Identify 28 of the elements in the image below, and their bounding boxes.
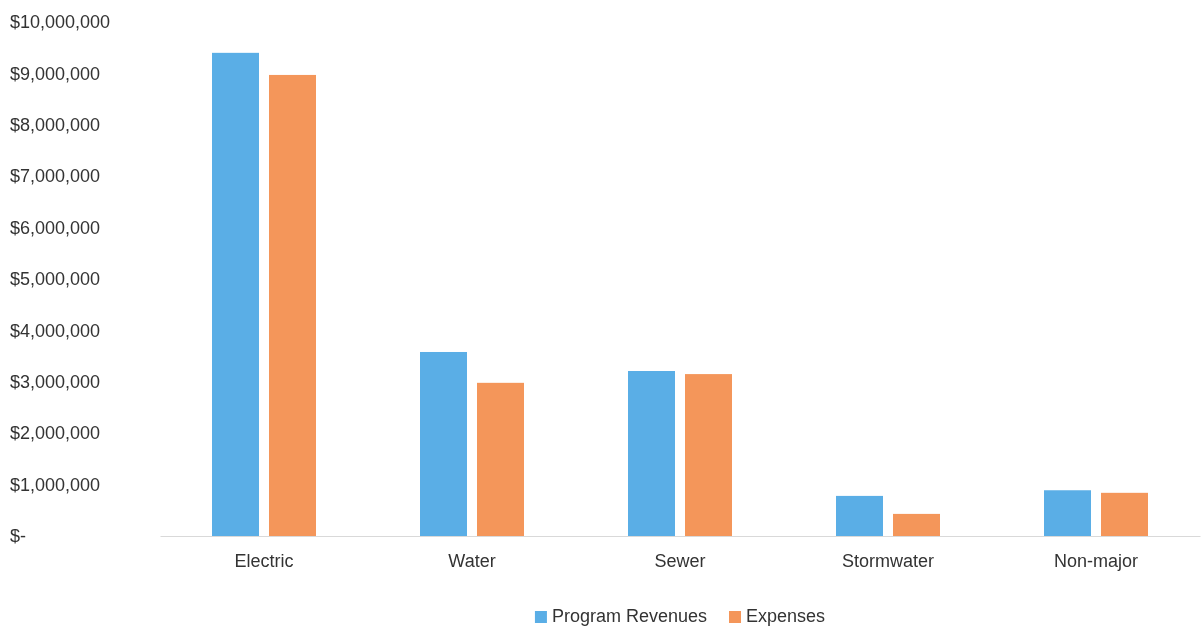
bar: [420, 351, 467, 536]
legend-label: Program Revenues: [551, 606, 708, 626]
x-tick-label: Non-major: [1053, 550, 1139, 571]
x-tick-label: Water: [448, 550, 496, 571]
y-tick-label: $1,000,000: [10, 474, 101, 495]
y-tick-label: $7,000,000: [10, 166, 101, 187]
y-tick-label: $6,000,000: [10, 217, 101, 238]
x-tick-label: Electric: [234, 550, 294, 571]
y-tick-label: $2,000,000: [10, 423, 101, 444]
y-tick-label: $5,000,000: [10, 269, 101, 290]
bar: [269, 74, 316, 536]
bar: [628, 371, 675, 536]
x-tick-label: Sewer: [654, 550, 706, 571]
bar: [477, 382, 524, 536]
bar: [836, 495, 883, 536]
bar: [1044, 490, 1091, 536]
y-tick-label: $9,000,000: [10, 63, 101, 84]
legend-label: Expenses: [746, 606, 826, 626]
bar: [893, 513, 940, 536]
bar: [1101, 492, 1148, 536]
y-tick-label: $3,000,000: [10, 372, 101, 393]
y-tick-label: $10,000,000: [10, 12, 111, 33]
bar: [685, 374, 732, 536]
y-tick-label: $4,000,000: [10, 320, 101, 341]
y-tick-label: $-: [10, 526, 27, 547]
x-tick-label: Stormwater: [841, 550, 935, 571]
bar: [212, 52, 259, 536]
y-tick-label: $8,000,000: [10, 115, 101, 136]
